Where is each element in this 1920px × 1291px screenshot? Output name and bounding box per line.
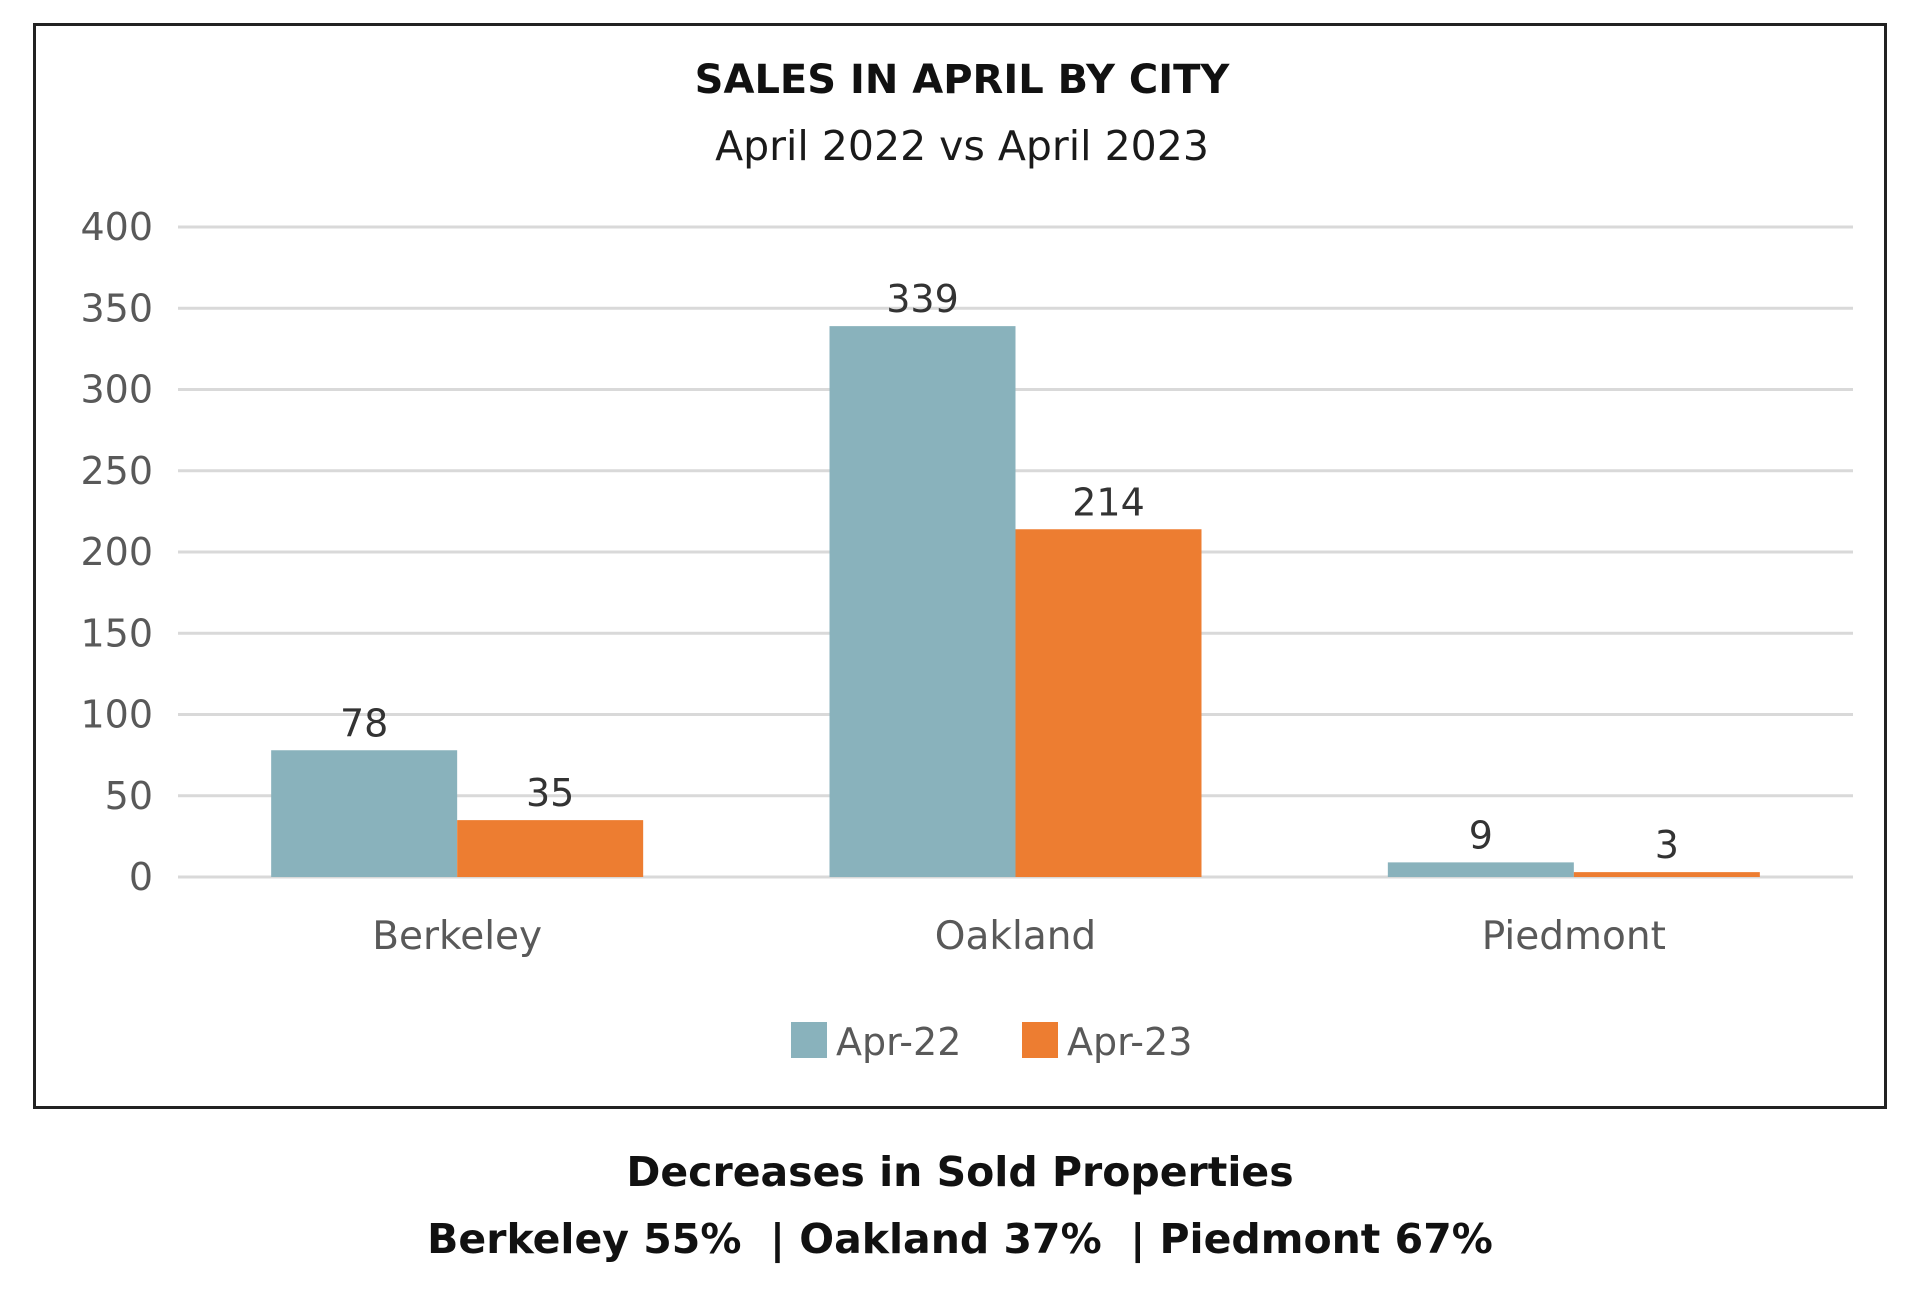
bar-oakland-apr-22 <box>829 326 1016 877</box>
y-tick-label: 250 <box>80 449 153 493</box>
data-label-oakland-apr-22: 339 <box>886 277 959 321</box>
legend-label-apr-23: Apr-23 <box>1067 1020 1192 1064</box>
legend-swatch-apr-23 <box>1022 1022 1058 1058</box>
chart-title: SALES IN APRIL BY CITY <box>695 57 1231 103</box>
y-tick-label: 50 <box>105 774 153 818</box>
data-label-piedmont-apr-23: 3 <box>1655 823 1679 867</box>
bar-berkeley-apr-22 <box>271 750 458 877</box>
data-label-berkeley-apr-22: 78 <box>340 701 388 745</box>
bar-oakland-apr-23 <box>1015 529 1202 877</box>
chart-subtitle: April 2022 vs April 2023 <box>715 122 1209 170</box>
bar-berkeley-apr-23 <box>457 820 644 877</box>
y-tick-label: 200 <box>80 530 153 574</box>
y-tick-label: 0 <box>129 855 153 899</box>
legend-label-apr-22: Apr-22 <box>836 1020 961 1064</box>
caption-detail: Berkeley 55% | Oakland 37% | Piedmont 67… <box>427 1215 1493 1263</box>
caption-title: Decreases in Sold Properties <box>626 1148 1294 1196</box>
x-axis-ticks: Berkeley Oakland Piedmont <box>372 914 1666 959</box>
legend: Apr-22 Apr-23 <box>791 1020 1192 1064</box>
y-tick-label: 350 <box>80 286 153 330</box>
bar-piedmont-apr-22 <box>1387 862 1574 877</box>
y-tick-label: 150 <box>80 611 153 655</box>
x-tick-label-berkeley: Berkeley <box>372 914 542 959</box>
x-tick-label-piedmont: Piedmont <box>1482 914 1666 959</box>
y-tick-label: 100 <box>80 693 153 737</box>
y-tick-label: 400 <box>80 205 153 249</box>
y-tick-label: 300 <box>80 368 153 412</box>
bar-piedmont-apr-23 <box>1573 872 1760 877</box>
legend-swatch-apr-22 <box>791 1022 827 1058</box>
bars <box>271 326 1760 877</box>
data-label-oakland-apr-23: 214 <box>1072 480 1145 524</box>
y-axis-ticks: 0 50 100 150 200 250 300 350 400 <box>80 205 153 899</box>
data-labels: 78 35 339 214 9 3 <box>340 277 1679 867</box>
data-label-berkeley-apr-23: 35 <box>526 771 574 815</box>
data-label-piedmont-apr-22: 9 <box>1469 813 1493 857</box>
x-tick-label-oakland: Oakland <box>935 914 1096 959</box>
